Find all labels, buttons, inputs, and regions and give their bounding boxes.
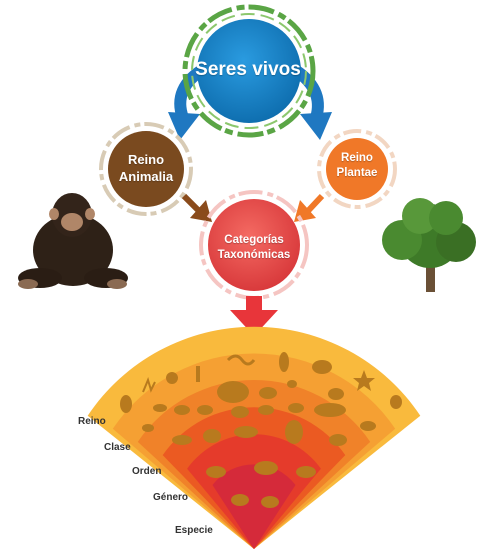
- level-clase: Clase: [104, 442, 131, 453]
- animalia-label: Reino Animalia: [107, 151, 185, 185]
- root-label: Seres vivos: [195, 59, 301, 80]
- cat-icon: [258, 405, 274, 415]
- deer-icon: [174, 405, 190, 415]
- chimpanzee-image: [18, 193, 128, 289]
- categories-label-line-2: Taxonómicas: [217, 249, 291, 261]
- level-genero: Género: [153, 492, 189, 503]
- dog-breed-2-icon: [261, 496, 279, 508]
- penguin-icon: [279, 352, 289, 372]
- starfish-icon: [353, 370, 375, 391]
- coral-icon: [142, 377, 156, 393]
- cow-icon: [288, 403, 304, 413]
- panther-icon: [203, 429, 221, 443]
- plantae-label: Reino Plantae: [325, 151, 389, 181]
- animalia-label-line-1: Reino: [127, 152, 165, 167]
- brown-arrow: [181, 193, 212, 222]
- plantae-label-line-2: Plantae: [336, 167, 378, 179]
- level-orden: Orden: [132, 466, 162, 477]
- level-especie: Especie: [175, 525, 213, 536]
- level-reino: Reino: [78, 416, 106, 427]
- shell-icon: [312, 360, 332, 374]
- root-circle: [182, 4, 316, 138]
- bear-standing-icon: [285, 420, 303, 444]
- elephant-icon: [217, 381, 249, 403]
- animalia-circle: [99, 122, 193, 216]
- plantae-label-line-1: Reino: [341, 152, 373, 164]
- plant-icon: [196, 366, 200, 382]
- beetle-icon: [390, 395, 402, 409]
- goat-icon: [142, 424, 154, 432]
- leopard-icon: [234, 426, 258, 438]
- tiger-icon: [172, 435, 192, 445]
- bear-icon: [231, 406, 249, 418]
- snake-icon: [226, 354, 256, 366]
- dog-breed-icon: [231, 494, 249, 506]
- lizard-icon: [153, 404, 167, 412]
- clam-icon: [166, 372, 178, 384]
- plantae-circle: [317, 129, 397, 209]
- wolf-icon: [206, 466, 226, 478]
- squirrel-icon: [120, 395, 132, 413]
- whale-icon: [314, 403, 346, 417]
- lion-icon: [329, 434, 347, 446]
- animalia-label-line-2: Animalia: [118, 169, 174, 184]
- bird-icon: [328, 388, 344, 400]
- animal-silhouettes: [120, 352, 402, 508]
- categories-label-line-1: Categorías: [224, 234, 284, 246]
- boar-icon: [259, 387, 277, 399]
- fox-icon: [296, 466, 316, 478]
- categories-label: Categorías Taxonómicas: [206, 233, 302, 263]
- antelope-icon: [360, 421, 376, 431]
- tree-image: [382, 198, 476, 292]
- lion-cub-icon: [254, 461, 278, 475]
- dog-icon: [197, 405, 213, 415]
- red-arrow-down: [230, 296, 278, 336]
- pig-icon: [287, 380, 297, 388]
- fan-band-6: [212, 464, 296, 549]
